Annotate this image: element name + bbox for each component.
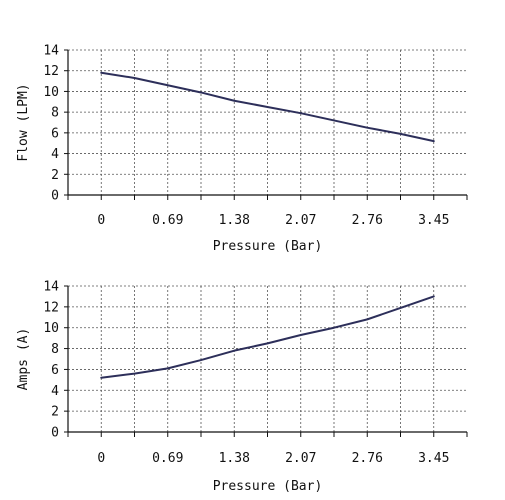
amps-chart: 0 2 4 6 8 10 12 14 0 0.69 1.38 2.07 2.76 3.45 Pressure… [16, 280, 468, 494]
flow-y-tick-label: 14 [43, 44, 59, 59]
amps-y-tick-label: 2 [51, 405, 59, 420]
amps-x-tick-label: 1.38 [219, 451, 250, 466]
flow-series-line [100, 71, 435, 143]
amps-x-tick-label: 3.45 [418, 451, 449, 466]
amps-y-tick-label: 10 [43, 321, 59, 336]
amps-x-tick-label: 0 [97, 451, 105, 466]
amps-x-tick-label: 2.76 [352, 451, 383, 466]
amps-series-line [100, 295, 435, 379]
flow-x-tick-label: 2.76 [352, 213, 383, 228]
flow-y-axis-label: Flow (LPM) [16, 83, 31, 161]
amps-y-tick-label: 6 [51, 363, 59, 378]
flow-y-tick-label: 4 [51, 147, 59, 162]
flow-x-tick-label: 0.69 [152, 213, 183, 228]
flow-x-tick-label: 0 [97, 213, 105, 228]
flow-y-tick-label: 12 [43, 64, 59, 79]
amps-y-tick-label: 12 [43, 300, 59, 315]
flow-chart: 0 2 4 6 8 10 12 14 0 0.69 1.38 2.07 2.76 3.45 Pressure… [16, 44, 468, 254]
amps-x-tick-label: 2.07 [285, 451, 316, 466]
flow-y-tick-label: 10 [43, 85, 59, 100]
amps-y-tick-label: 14 [43, 280, 59, 295]
amps-y-tick-label: 4 [51, 384, 59, 399]
amps-x-tick-label: 0.69 [152, 451, 183, 466]
flow-x-tick-label: 1.38 [219, 213, 250, 228]
flow-y-tick-label: 6 [51, 126, 59, 141]
flow-x-axis-label: Pressure (Bar) [213, 239, 323, 254]
amps-y-axis-label: Amps (A) [16, 328, 31, 391]
amps-y-tick-label: 0 [51, 426, 59, 441]
flow-x-tick-label: 3.45 [418, 213, 449, 228]
flow-x-tick-label: 2.07 [285, 213, 316, 228]
amps-x-axis-label: Pressure (Bar) [213, 479, 323, 494]
flow-y-tick-label: 0 [51, 189, 59, 204]
flow-y-tick-label: 2 [51, 168, 59, 183]
amps-y-tick-label: 8 [51, 342, 59, 357]
flow-y-tick-label: 8 [51, 106, 59, 121]
